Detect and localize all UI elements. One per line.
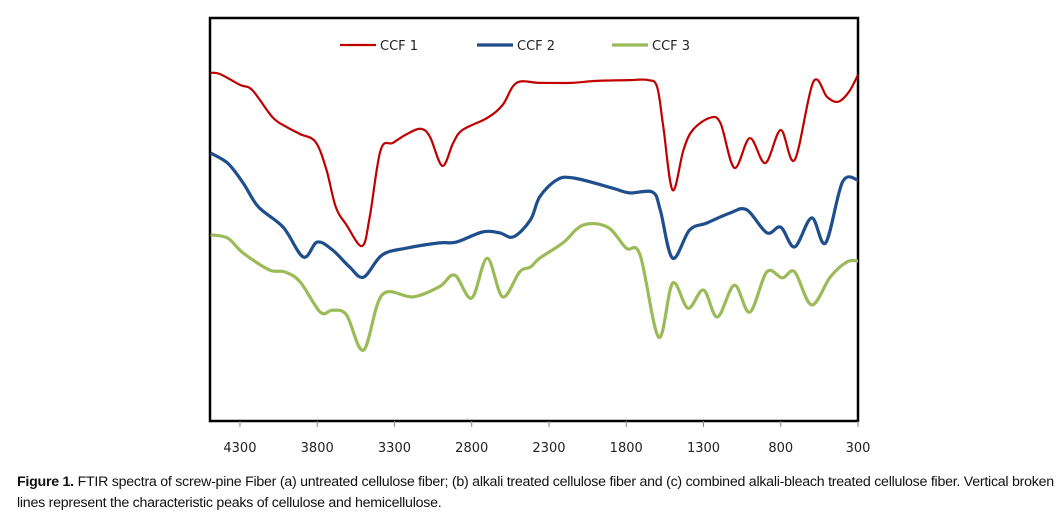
x-tick-label: 2800	[455, 441, 488, 456]
series-group	[209, 71, 859, 352]
x-tick-label: 300	[846, 441, 871, 456]
x-tick-label: 3300	[378, 441, 411, 456]
legend: CCF 1 CCF 2 CCF 3	[340, 39, 690, 54]
legend-label: CCF 3	[652, 39, 690, 54]
x-tick-label: 1800	[610, 441, 643, 456]
ftir-chart: 4300 3800 3300 2800 2300 1800 1300 800 300 CCF 1…	[208, 16, 870, 456]
plot-frame	[208, 16, 860, 423]
series-line-ccf-2	[209, 151, 859, 280]
x-tick-label: 3800	[301, 441, 334, 456]
caption-label: Figure 1.	[17, 474, 74, 490]
x-tick-label: 2300	[532, 441, 565, 456]
series-line-ccf-1	[210, 71, 859, 248]
x-tick-label: 800	[768, 441, 793, 456]
legend-label: CCF 1	[380, 39, 418, 54]
legend-label: CCF 2	[517, 39, 555, 54]
series-line-ccf-3	[210, 221, 859, 352]
figure-caption: Figure 1. FTIR spectra of screw-pine Fib…	[17, 472, 1057, 514]
caption-text: FTIR spectra of screw-pine Fiber (a) unt…	[17, 474, 1054, 511]
x-axis: 4300 3800 3300 2800 2300 1800 1300 800 300	[223, 421, 870, 456]
x-tick-label: 1300	[687, 441, 720, 456]
x-tick-label: 4300	[223, 441, 256, 456]
